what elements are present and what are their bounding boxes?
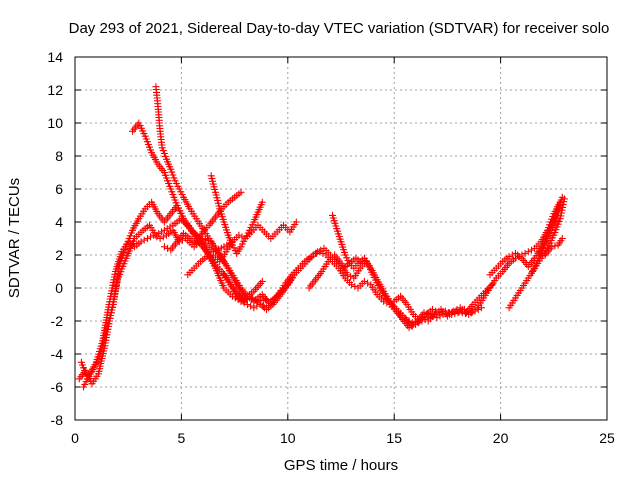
series-track-15 — [529, 193, 566, 275]
x-axis-label: GPS time / hours — [284, 457, 398, 474]
series-track-16 — [535, 235, 566, 259]
series-track-4 — [129, 119, 296, 313]
y-tick-label: -8 — [51, 412, 64, 428]
x-tick-label: 15 — [386, 430, 402, 446]
plot-frame — [74, 56, 608, 421]
y-tick-label: 0 — [55, 280, 63, 296]
series-track-8 — [207, 172, 266, 257]
y-tick-label: -6 — [51, 379, 64, 395]
data-point-markers — [535, 235, 566, 259]
data-point-markers — [184, 218, 300, 279]
data-point-markers — [77, 198, 236, 383]
y-tick-label: -4 — [51, 346, 64, 362]
data-points — [75, 83, 568, 391]
y-tick-label: 6 — [55, 181, 63, 197]
y-tick-label: 8 — [55, 148, 63, 164]
series-track-5 — [152, 83, 366, 312]
y-axis-label: SDTVAR / TECUs — [6, 178, 23, 298]
data-point-markers — [152, 83, 366, 312]
x-tick-label: 25 — [599, 430, 615, 446]
y-tick-label: -2 — [51, 313, 64, 329]
y-tick-label: 10 — [47, 115, 63, 131]
chart-title: Day 293 of 2021, Sidereal Day-to-day VTE… — [69, 20, 610, 37]
grid-lines — [75, 57, 607, 420]
y-tick-label: 12 — [47, 82, 63, 98]
y-tick-label: 2 — [55, 247, 63, 263]
x-tick-label: 0 — [71, 430, 79, 446]
series-track-2 — [77, 198, 236, 383]
data-point-markers — [529, 193, 566, 275]
x-tick-label: 5 — [178, 430, 186, 446]
series-track-7 — [184, 218, 300, 279]
x-tick-label: 10 — [280, 430, 296, 446]
x-tick-label: 20 — [493, 430, 509, 446]
data-point-markers — [129, 119, 296, 313]
y-tick-label: 4 — [55, 214, 63, 230]
y-axis-ticks: -8 -6 -4 -2 0 2 4 6 8 10 12 14 — [47, 49, 607, 428]
y-tick-label: 14 — [47, 49, 63, 65]
x-axis-ticks: 0 5 10 15 20 25 — [71, 57, 615, 446]
data-point-markers — [207, 172, 266, 257]
